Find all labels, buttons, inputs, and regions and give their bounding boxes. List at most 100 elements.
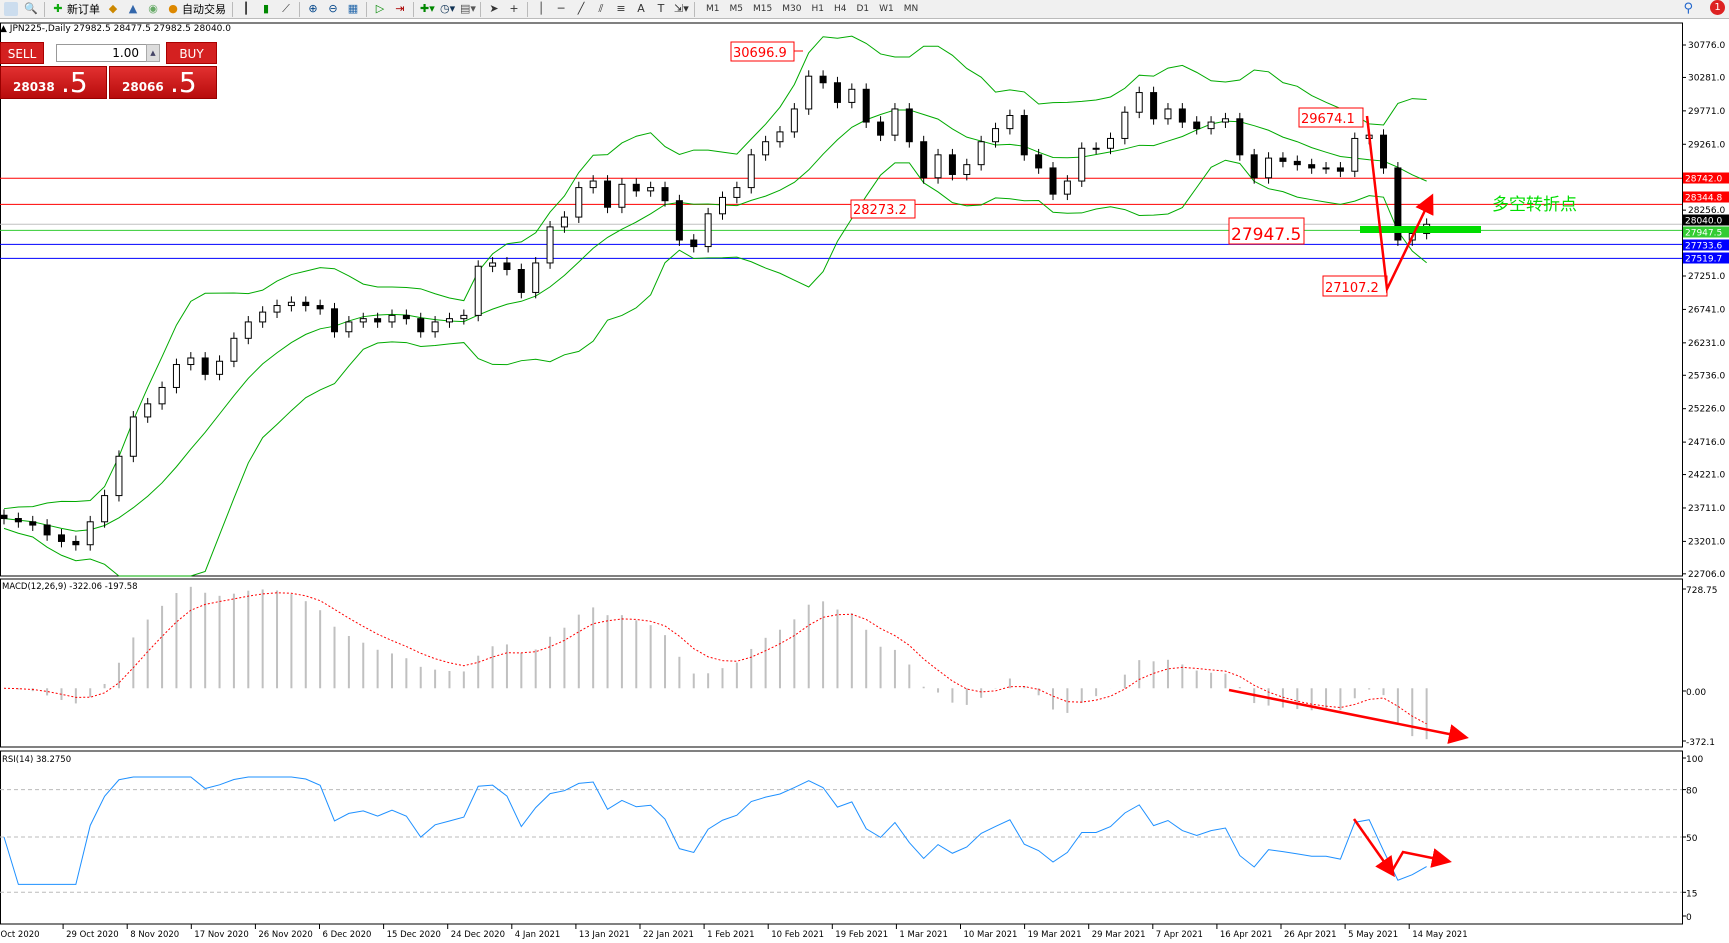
candle-body [517, 269, 525, 293]
candle-body [187, 357, 195, 366]
vertical-line-icon[interactable]: │ [537, 2, 545, 15]
candle-body [848, 88, 856, 103]
candle-body [1006, 115, 1014, 130]
tile-windows-icon[interactable]: ▦ [347, 2, 359, 15]
level-label-bg [1683, 252, 1729, 264]
bar-chart-icon[interactable]: ┃ [242, 2, 250, 15]
candlestick-icon[interactable]: ▮ [262, 2, 270, 15]
candle-body [618, 183, 626, 208]
macd-histogram-bar [721, 668, 724, 689]
sell-price[interactable]: 28038 .5 [0, 66, 107, 99]
rsi-line [3, 776, 1427, 885]
candle-body [1308, 164, 1316, 169]
candle-body [992, 128, 1000, 143]
horizontal-line-icon[interactable]: ─ [557, 2, 565, 15]
templates-icon[interactable]: ▤▾ [460, 2, 476, 15]
timeframe-m5[interactable]: M5 [729, 4, 744, 14]
price-panel [0, 22, 1683, 577]
rsi-tick-label: 100 [1686, 755, 1703, 765]
buy-price-main: 28066 [122, 80, 164, 94]
macd-histogram-bar [1210, 672, 1213, 689]
candle-body [417, 318, 425, 333]
price-tick-label: 26231.0 [1688, 339, 1725, 349]
candle-body [0, 514, 8, 520]
date-label: 14 May 2021 [1412, 930, 1467, 940]
trendline-icon[interactable]: ╱ [577, 2, 585, 15]
candle-body [345, 321, 353, 333]
price-tick-label: 26741.0 [1688, 305, 1725, 315]
text-icon[interactable]: A [637, 2, 645, 15]
separator [44, 1, 45, 17]
signals-icon[interactable]: ◉ [148, 2, 158, 15]
line-chart-icon[interactable]: ⟋ [282, 2, 290, 15]
macd-histogram-bar [678, 656, 681, 689]
candle-body [963, 164, 971, 175]
macd-histogram-bar [132, 637, 135, 689]
timeframe-h1[interactable]: H1 [811, 4, 824, 14]
date-label: 26 Nov 2020 [258, 930, 312, 940]
market-icon[interactable]: ▲ [128, 2, 138, 15]
buy-button[interactable]: BUY [166, 42, 217, 64]
lot-increase-button[interactable]: ▲ [146, 44, 160, 62]
indicators-icon[interactable]: ✚▾ [420, 2, 435, 15]
equidistant-channel-icon[interactable]: ⫽ [598, 2, 604, 15]
chart-window-icon[interactable] [4, 2, 18, 16]
candle-body [604, 180, 612, 208]
chart-symbol-icon: ▲ [0, 24, 10, 34]
macd-histogram-bar [649, 625, 652, 689]
annotation-box [1298, 107, 1364, 128]
date-label: 15 Dec 2020 [387, 930, 441, 940]
cursor-icon[interactable]: ➤ [489, 2, 499, 15]
new-order-button[interactable]: ✚ 新订单 [51, 1, 100, 17]
candle-body [1150, 92, 1158, 120]
candle-body [489, 262, 497, 267]
one-click-trading-panel: SELL ▼ 1.00 ▲ BUY 28038 .5 28066 .5 [0, 41, 217, 99]
metaeditor-icon[interactable]: ◆ [108, 2, 118, 15]
candle-body [934, 154, 942, 179]
lot-size-input[interactable]: 1.00 [56, 44, 160, 62]
annotation-low_feb: 28273.2 [853, 203, 907, 218]
candle-body [1078, 147, 1086, 182]
text-label-icon[interactable]: T [657, 2, 665, 15]
sell-button[interactable]: SELL [0, 42, 44, 64]
timeframe-mn[interactable]: MN [903, 4, 919, 14]
periods-icon[interactable]: ◷▾ [440, 2, 456, 15]
crosshair-icon[interactable]: + [509, 2, 519, 15]
fibonacci-icon[interactable]: ≡ [616, 2, 626, 15]
candle-body [1049, 167, 1057, 195]
arrows-icon[interactable]: ⇲▾ [674, 2, 689, 15]
macd-histogram-bar [161, 605, 164, 689]
candle-body [1322, 167, 1330, 170]
timeframe-m15[interactable]: M15 [753, 4, 773, 14]
timeframe-w1[interactable]: W1 [879, 4, 894, 14]
timeframe-bar: M1 M5 M15 M30 H1 H4 D1 W1 MN [701, 4, 923, 14]
date-label: 6 Dec 2020 [323, 930, 372, 940]
candle-body [474, 265, 482, 316]
macd-histogram-bar [520, 652, 523, 689]
notification-badge[interactable]: 1 [1710, 0, 1725, 15]
price-tick-label: 25226.0 [1688, 405, 1725, 415]
price-arrow [1365, 115, 1434, 294]
macd-histogram-bar [1238, 687, 1241, 689]
sell-price-main: 28038 [13, 80, 55, 94]
buy-price[interactable]: 28066 .5 [109, 66, 217, 99]
macd-histogram-bar [865, 629, 868, 689]
zoom-out-icon[interactable]: ⊖ [328, 2, 338, 15]
candle-body [316, 305, 324, 310]
search-icon[interactable]: ⚲ [1683, 1, 1693, 16]
timeframe-h4[interactable]: H4 [833, 4, 847, 14]
separator [299, 1, 300, 17]
auto-trading-button[interactable]: ● 自动交易 [166, 1, 226, 17]
auto-trading-label: 自动交易 [182, 3, 226, 16]
price-tick-label: 23201.0 [1688, 537, 1725, 547]
timeframe-m1[interactable]: M1 [706, 4, 720, 14]
timeframe-m30[interactable]: M30 [782, 4, 802, 14]
zoom-in-icon[interactable]: ⊕ [308, 2, 318, 15]
chart-shift-icon[interactable]: ⇥ [395, 2, 405, 15]
timeframe-d1[interactable]: D1 [856, 4, 870, 14]
price-tick-label: 24716.0 [1688, 438, 1725, 448]
zoom-chart-icon[interactable]: 🔍 [24, 2, 38, 15]
candle-body [259, 311, 267, 323]
autoscroll-icon[interactable]: ▷ [375, 2, 385, 15]
